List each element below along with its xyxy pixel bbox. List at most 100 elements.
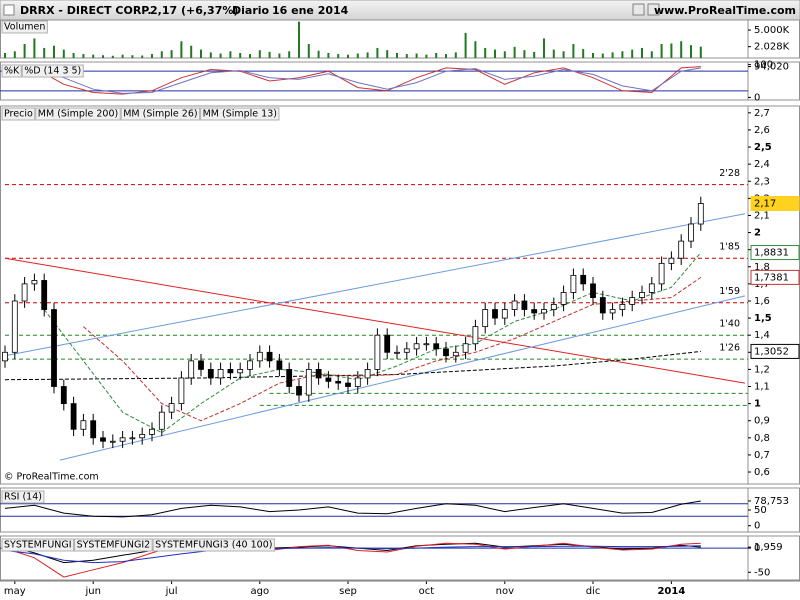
candle-body	[158, 411, 165, 430]
moving-average	[4, 350, 701, 381]
volume-bar	[33, 38, 36, 58]
volume-bar	[190, 45, 193, 58]
volume-bar	[601, 53, 604, 58]
candle-body	[21, 283, 28, 302]
window-button[interactable]	[632, 3, 645, 16]
x-tick-label: dic	[586, 586, 601, 597]
x-tick-label: nov	[496, 586, 514, 597]
value-tag-label: 1,7381	[754, 272, 789, 283]
window-button[interactable]	[647, 3, 660, 16]
volume-bar	[62, 49, 65, 58]
volume-bar	[141, 55, 144, 58]
volume-bar	[268, 51, 271, 58]
candle-body	[256, 351, 263, 362]
volume-bar	[258, 50, 261, 58]
volume-bar	[219, 53, 222, 58]
candle-body	[296, 386, 302, 396]
chart-layer: may jun jul ago sep oct nov dic 2014 5.000K 2.028K…	[0, 19, 800, 597]
y-tick-label: 1,1	[754, 382, 770, 393]
volume-bar	[23, 44, 26, 58]
volume-bar	[82, 54, 85, 58]
y-tick-label: 2,5	[754, 142, 772, 153]
candle-body	[619, 304, 626, 310]
trend-line	[4, 213, 745, 357]
level-label: 1'40	[719, 319, 740, 330]
y-tick-label: 2,4	[754, 159, 770, 170]
volume-bar	[650, 51, 653, 58]
candle-body	[109, 440, 116, 443]
y-tick-label: 0	[754, 521, 760, 532]
volume-bar	[680, 41, 683, 58]
volume-bar	[366, 52, 369, 58]
legend-entry: SYSTEMFUNGI	[4, 540, 72, 551]
candle-body	[639, 292, 645, 298]
candle-body	[315, 369, 322, 379]
indicator-line	[4, 541, 701, 578]
y-tick-label: 0,8	[754, 433, 770, 444]
candle-body	[433, 343, 440, 350]
volume-bar	[111, 55, 114, 58]
volume-bar	[445, 54, 447, 58]
menu-icon[interactable]	[3, 4, 15, 16]
y-tick-label: 2,3	[754, 176, 770, 187]
candle-body	[590, 283, 596, 298]
legend-entry: MM (Simple 200)	[38, 109, 118, 120]
volume-bar	[151, 54, 153, 58]
candle-body	[354, 377, 361, 387]
volume-bar	[641, 47, 643, 58]
legend-box	[21, 64, 84, 78]
volume-bar	[552, 49, 555, 58]
volume-bar	[121, 54, 124, 58]
candle-body	[668, 257, 675, 264]
volume-bar	[660, 44, 663, 58]
y-tick-label: 0	[754, 543, 760, 554]
volume-bar	[533, 51, 536, 58]
volume-bar	[347, 54, 349, 58]
candle-body	[207, 369, 214, 379]
candle-body	[237, 369, 244, 374]
volume-bar	[356, 53, 359, 58]
volume-bar	[690, 45, 692, 58]
period: Diario	[232, 4, 270, 17]
candle-body	[198, 360, 204, 370]
volume-bar	[454, 52, 457, 58]
y-tick-label: -50	[754, 567, 770, 578]
candle-body	[384, 334, 391, 353]
moving-average	[83, 276, 702, 422]
value-tag	[750, 343, 800, 359]
legend-box	[35, 107, 121, 121]
y-tick-label: 2,1	[754, 210, 770, 221]
legend-box	[1, 538, 75, 552]
candle-body	[443, 348, 449, 357]
volume-bar	[435, 52, 438, 58]
y-tick-label: 1,959	[754, 542, 783, 553]
candle-body	[178, 377, 185, 405]
volume-bar	[699, 46, 702, 58]
candle-body	[286, 369, 293, 387]
value-tag	[750, 245, 800, 261]
volume-bar	[229, 51, 232, 58]
candle-body	[335, 380, 342, 384]
candle-body	[482, 309, 489, 328]
volume-bar	[386, 50, 389, 58]
legend-entry: SYSTEMFUNGI3 (40 100)	[155, 540, 272, 551]
candle-body	[452, 351, 459, 357]
candle-body	[492, 309, 498, 319]
candle-body	[658, 262, 665, 285]
legend-box	[120, 107, 201, 121]
candle-body	[629, 297, 636, 305]
y-tick-label: 94,020	[754, 62, 789, 73]
legend-entry: Volumen	[4, 22, 45, 33]
x-tick-label: ago	[251, 586, 270, 597]
x-tick-label: jun	[84, 586, 100, 597]
y-tick-label: 2	[754, 228, 761, 239]
level-label: 2'28	[719, 168, 740, 179]
volume-bar	[317, 50, 320, 58]
candle-body	[580, 274, 587, 285]
volume-bar	[307, 44, 310, 58]
legend-entry: RSI (14)	[4, 492, 42, 503]
volume-bar	[562, 51, 565, 58]
trend-line	[59, 295, 746, 461]
candle-body	[609, 309, 616, 314]
